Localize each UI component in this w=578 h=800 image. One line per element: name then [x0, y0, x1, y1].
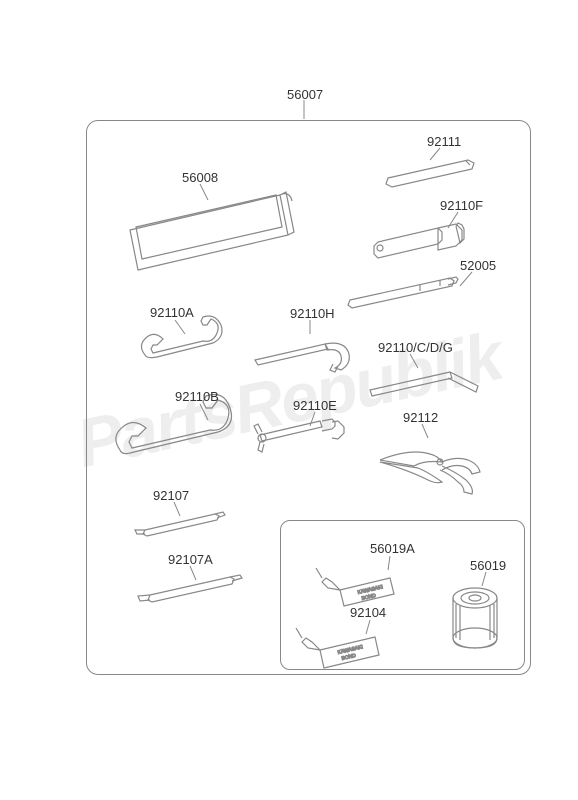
label-56019a: 56019A: [370, 541, 415, 556]
part-tube-92104: KAWASAKI BOND: [296, 628, 379, 668]
label-92111: 92111: [427, 134, 461, 149]
part-filter-56019: [453, 588, 497, 648]
part-driver-92107a: [138, 575, 242, 602]
label-56019: 56019: [470, 558, 506, 573]
part-pliers-92112: [380, 452, 480, 494]
label-92110h: 92110H: [290, 306, 335, 321]
label-92107a: 92107A: [168, 552, 213, 567]
part-thandle-92110e: [254, 419, 344, 452]
label-92104: 92104: [350, 605, 386, 620]
label-92110f: 92110F: [440, 198, 483, 213]
part-wrench-92110a: [141, 316, 222, 358]
label-92110e: 92110E: [293, 398, 337, 413]
part-bar-92111: [386, 160, 474, 187]
label-92107: 92107: [153, 488, 189, 503]
label-92110cdg: 92110/C/D/G: [378, 340, 453, 355]
part-hexkey-92110cdg: [370, 372, 478, 396]
label-92112: 92112: [403, 410, 438, 425]
label-92110b: 92110B: [175, 389, 219, 404]
part-bag-56008: [130, 192, 294, 270]
part-socket-92110f: [374, 223, 464, 258]
label-92110a: 92110A: [150, 305, 194, 320]
part-hook-92110h: [255, 343, 349, 372]
label-56007: 56007: [287, 87, 323, 102]
part-tube-56019a: KAWASAKI BOND: [316, 568, 394, 606]
label-56008: 56008: [182, 170, 218, 185]
part-gauge-52005: [348, 277, 458, 308]
parts-diagram-svg: KAWASAKI BOND KAWASAKI BOND: [0, 0, 578, 800]
label-52005: 52005: [460, 258, 496, 273]
